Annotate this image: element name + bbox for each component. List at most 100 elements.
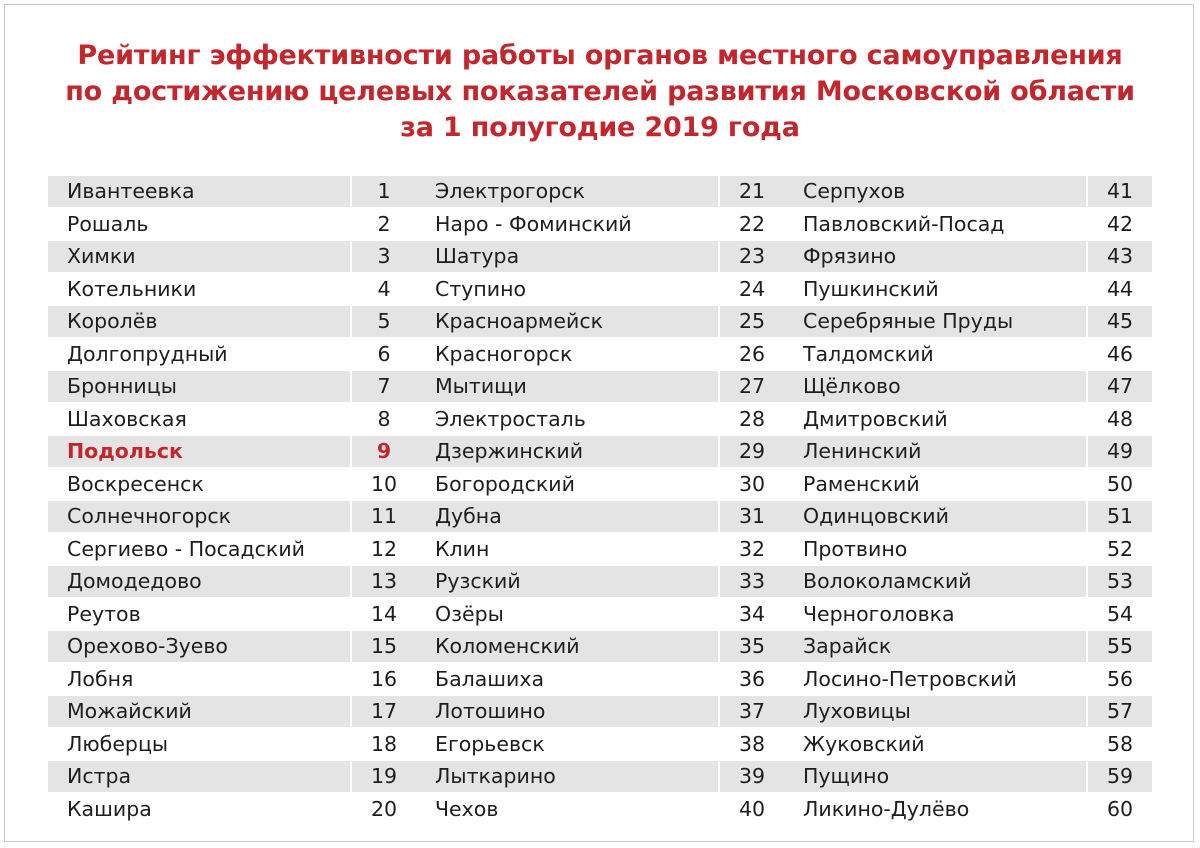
cell-divider <box>350 761 352 792</box>
cell-divider <box>1086 793 1088 825</box>
cell-divider <box>350 468 352 500</box>
municipality-name: Щёлково <box>784 371 1088 402</box>
rank-value: 28 <box>720 403 784 435</box>
rank-value: 30 <box>720 468 784 500</box>
cell-divider <box>1086 436 1088 467</box>
cell-divider <box>350 533 352 565</box>
title-line-1: Рейтинг эффективности работы органов мес… <box>77 40 1123 71</box>
municipality-name: Ликино-Дулёво <box>784 793 1088 825</box>
municipality-name: Ступино <box>416 273 720 305</box>
cell-divider <box>718 728 720 760</box>
table-row: Клин 32 <box>416 533 784 567</box>
cell-divider <box>718 501 720 532</box>
table-row: Одинцовский 51 <box>784 501 1152 534</box>
cell-divider <box>350 696 352 727</box>
rank-value: 40 <box>720 793 784 825</box>
municipality-name: Электросталь <box>416 403 720 435</box>
municipality-name: Раменский <box>784 468 1088 500</box>
table-row: Жуковский 58 <box>784 728 1152 762</box>
table-row: Волоколамский 53 <box>784 566 1152 599</box>
municipality-name: Королёв <box>48 306 352 337</box>
rank-value: 29 <box>720 436 784 467</box>
table-row: Щёлково 47 <box>784 371 1152 404</box>
rank-value: 9 <box>352 436 416 467</box>
municipality-name: Лобня <box>48 663 352 695</box>
rank-value: 49 <box>1088 436 1152 467</box>
municipality-name: Егорьевск <box>416 728 720 760</box>
cell-divider <box>350 403 352 435</box>
rank-value: 26 <box>720 338 784 370</box>
rank-value: 13 <box>352 566 416 597</box>
cell-divider <box>350 631 352 662</box>
table-row: Лосино-Петровский 56 <box>784 663 1152 697</box>
cell-divider <box>1086 403 1088 435</box>
table-row: Красноармейск 25 <box>416 306 784 339</box>
table-row: Ступино 24 <box>416 273 784 307</box>
rank-value: 36 <box>720 663 784 695</box>
table-row: Серпухов 41 <box>784 176 1152 209</box>
cell-divider <box>1086 241 1088 272</box>
table-row: Балашиха 36 <box>416 663 784 697</box>
rank-value: 12 <box>352 533 416 565</box>
rank-value: 39 <box>720 761 784 792</box>
rank-value: 6 <box>352 338 416 370</box>
rank-value: 19 <box>352 761 416 792</box>
rating-column-2: Электрогорск 21 Наро - Фоминский 22 Шатура 23… <box>416 176 784 826</box>
cell-divider <box>1086 273 1088 305</box>
municipality-name: Богородский <box>416 468 720 500</box>
cell-divider <box>350 436 352 467</box>
cell-divider <box>718 663 720 695</box>
table-row: Лобня 16 <box>48 663 416 697</box>
municipality-name: Химки <box>48 241 352 272</box>
municipality-name: Луховицы <box>784 696 1088 727</box>
cell-divider <box>1086 176 1088 207</box>
cell-divider <box>718 631 720 662</box>
municipality-name: Коломенский <box>416 631 720 662</box>
table-row: Ликино-Дулёво 60 <box>784 793 1152 827</box>
cell-divider <box>718 241 720 272</box>
table-row: Наро - Фоминский 22 <box>416 208 784 242</box>
rank-value: 14 <box>352 598 416 630</box>
rating-column-1: Ивантеевка 1 Рошаль 2 Химки 3 Котельники 4 Корол… <box>48 176 416 826</box>
municipality-name: Талдомский <box>784 338 1088 370</box>
table-row: Дубна 31 <box>416 501 784 534</box>
cell-divider <box>1086 598 1088 630</box>
cell-divider <box>350 273 352 305</box>
table-row: Шатура 23 <box>416 241 784 274</box>
rank-value: 35 <box>720 631 784 662</box>
table-row: Котельники 4 <box>48 273 416 307</box>
municipality-name: Протвино <box>784 533 1088 565</box>
municipality-name: Орехово-Зуево <box>48 631 352 662</box>
municipality-name: Зарайск <box>784 631 1088 662</box>
table-row: Чехов 40 <box>416 793 784 827</box>
table-row: Коломенский 35 <box>416 631 784 664</box>
rank-value: 47 <box>1088 371 1152 402</box>
rank-value: 57 <box>1088 696 1152 727</box>
municipality-name: Фрязино <box>784 241 1088 272</box>
table-row: Озёры 34 <box>416 598 784 632</box>
table-row: Егорьевск 38 <box>416 728 784 762</box>
table-row: Химки 3 <box>48 241 416 274</box>
table-row: Воскресенск 10 <box>48 468 416 502</box>
municipality-name: Наро - Фоминский <box>416 208 720 240</box>
cell-divider <box>1086 631 1088 662</box>
municipality-name: Дмитровский <box>784 403 1088 435</box>
table-row: Люберцы 18 <box>48 728 416 762</box>
cell-divider <box>1086 208 1088 240</box>
table-row: Ивантеевка 1 <box>48 176 416 209</box>
municipality-name: Котельники <box>48 273 352 305</box>
cell-divider <box>718 696 720 727</box>
municipality-name: Солнечногорск <box>48 501 352 532</box>
rank-value: 37 <box>720 696 784 727</box>
cell-divider <box>350 371 352 402</box>
rank-value: 21 <box>720 176 784 207</box>
municipality-name: Озёры <box>416 598 720 630</box>
rank-value: 41 <box>1088 176 1152 207</box>
municipality-name: Рузский <box>416 566 720 597</box>
municipality-name: Мытищи <box>416 371 720 402</box>
table-row: Электрогорск 21 <box>416 176 784 209</box>
table-row: Дмитровский 48 <box>784 403 1152 437</box>
table-row: Зарайск 55 <box>784 631 1152 664</box>
cell-divider <box>718 176 720 207</box>
cell-divider <box>1086 306 1088 337</box>
